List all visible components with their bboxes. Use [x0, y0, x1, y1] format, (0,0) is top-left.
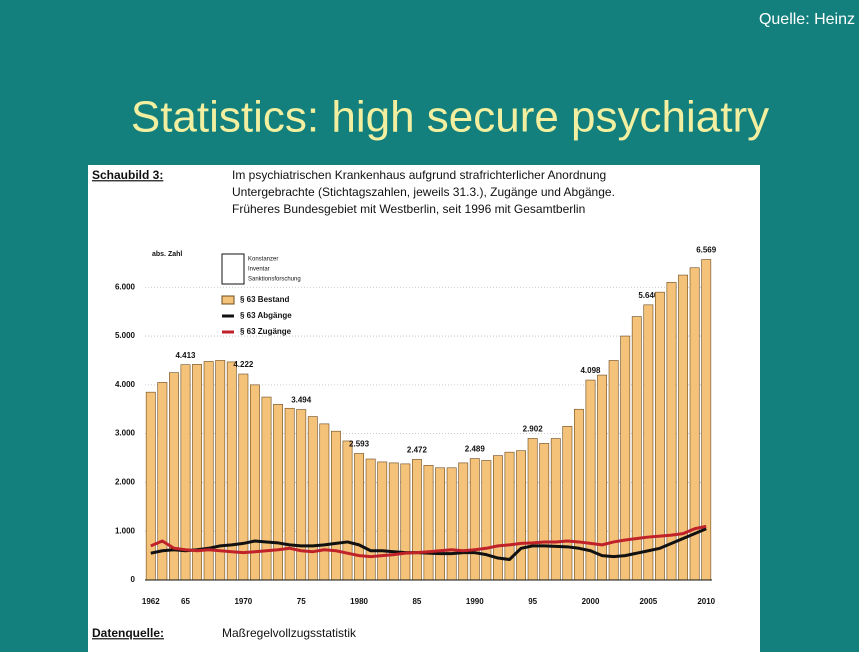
line: [150, 524, 707, 559]
bar: [388, 462, 399, 581]
bar: [539, 443, 550, 581]
data-source-label: Datenquelle:: [92, 626, 164, 640]
bar: [492, 455, 503, 581]
bar: [192, 364, 202, 581]
data-label: 3.494: [291, 396, 312, 405]
bar: [226, 361, 237, 581]
bar: [446, 467, 457, 581]
y-tick-label: 3.000: [115, 429, 136, 438]
bar: [423, 465, 434, 581]
x-tick-label: 95: [528, 597, 537, 606]
x-tick-label: 1970: [234, 597, 252, 606]
x-tick-label: 1980: [350, 597, 368, 606]
x-tick-label: 65: [181, 597, 190, 606]
bar: [469, 458, 480, 581]
figure-title: Früheres Bundesgebiet mit Westberlin, se…: [232, 202, 585, 216]
data-label: 5.640: [638, 291, 659, 300]
bar: [365, 458, 376, 581]
data-label: 2.489: [465, 445, 486, 454]
data-label: 4.413: [175, 351, 196, 360]
y-tick-label: 6.000: [115, 282, 136, 291]
source-note: Quelle: Heinz: [759, 11, 855, 28]
legend-label: § 63 Bestand: [240, 295, 289, 304]
y-tick-label: 0: [131, 575, 136, 584]
data-label: 6.569: [696, 246, 717, 255]
y-tick-label: 1.000: [115, 526, 136, 535]
figure-title: Untergebrachte (Stichtagszahlen, jeweils…: [232, 185, 615, 199]
bar: [400, 463, 411, 581]
bar: [261, 396, 272, 581]
bar: [608, 360, 619, 581]
bar: [284, 407, 295, 581]
bar: [330, 430, 341, 581]
bar: [458, 462, 469, 581]
data-source: Maßregelvollzugsstatistik: [222, 626, 357, 640]
logo-text: Sanktionsforschung: [248, 277, 301, 283]
bar: [481, 460, 492, 581]
data-label: 4.098: [580, 366, 601, 375]
bar: [701, 259, 712, 581]
x-tick-label: 1990: [466, 597, 484, 606]
y-tick-label: 5.000: [115, 331, 136, 340]
x-tick-label: 85: [412, 597, 421, 606]
x-tick-label: 2005: [639, 597, 657, 606]
data-label: 2.902: [523, 425, 544, 434]
data-label: 2.593: [349, 440, 370, 449]
bar: [631, 316, 642, 581]
bar: [550, 438, 561, 581]
bar: [573, 408, 584, 581]
figure-title: Im psychiatrischen Krankenhaus aufgrund …: [232, 168, 606, 182]
x-tick-label: 75: [297, 597, 306, 606]
bar: [527, 438, 538, 581]
y-tick-label: 4.000: [115, 380, 136, 389]
bar: [597, 374, 608, 581]
x-tick-label: 2010: [697, 597, 715, 606]
bar: [354, 453, 365, 581]
bar: [516, 450, 527, 581]
bar: [342, 440, 353, 581]
x-tick-label: 2000: [582, 597, 600, 606]
data-label: 2.472: [407, 446, 428, 455]
bar: [435, 467, 446, 581]
y-axis-label: abs. Zahl: [152, 251, 182, 258]
legend-label: § 63 Zugänge: [240, 327, 292, 336]
bar: [319, 423, 330, 581]
data-label: 4.222: [233, 360, 254, 369]
bar: [562, 426, 573, 581]
bar: [238, 373, 249, 581]
bar: [180, 364, 191, 581]
legend-label: § 63 Abgänge: [240, 311, 292, 320]
logo-text: Konstanzer: [248, 257, 278, 263]
x-tick-label: 1962: [142, 597, 160, 606]
bar: [296, 409, 307, 581]
bar: [620, 335, 631, 581]
bar: [377, 461, 388, 581]
bar: [307, 416, 318, 581]
bar: [411, 459, 422, 581]
logo-text: Inventar: [248, 267, 270, 273]
logo-box: [221, 253, 245, 285]
slide-title: Statistics: high secure psychiatry: [131, 93, 769, 142]
legend-swatch: [221, 295, 235, 305]
bar: [273, 404, 284, 581]
figure-label: Schaubild 3:: [92, 168, 163, 182]
y-tick-label: 2.000: [115, 478, 136, 487]
